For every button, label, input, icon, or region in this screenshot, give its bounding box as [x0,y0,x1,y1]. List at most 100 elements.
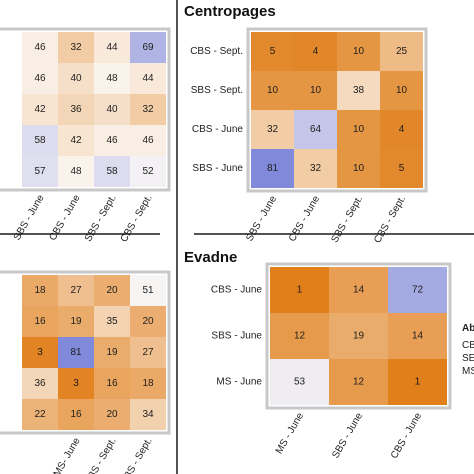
cell-value-label: 16 [34,316,46,327]
heatmap-cell [94,306,130,337]
heatmap-cell [380,71,423,110]
cell-value-label: 10 [353,163,365,174]
column-label: SBS - Sept. [83,193,119,244]
heatmap-cell [58,337,94,368]
cell-value-label: 19 [353,331,365,342]
heatmap-cell [294,149,337,188]
cell-value-label: 19 [106,347,118,358]
heatmap-cell [270,267,329,313]
heatmap-cell [58,94,94,125]
cell-value-label: 14 [412,331,424,342]
heatmap-cell [94,125,130,156]
heatmap-cell [270,359,329,405]
heatmap-frame [0,27,171,192]
heatmap-cell [270,313,329,359]
heatmap-frame [246,27,428,193]
heatmap-cell [130,306,166,337]
heatmap-cell [58,125,94,156]
cell-value-label: 64 [310,124,322,135]
row-label: SBS - June [211,331,262,342]
cell-value-label: 25 [396,46,408,57]
column-label: CBS - June [389,411,424,461]
heatmap-cell [94,337,130,368]
cell-value-label: 1 [297,285,303,296]
heatmap-cell [22,125,58,156]
heatmap-cell [130,399,166,430]
heatmap-cell [22,94,58,125]
cell-value-label: 40 [70,73,82,84]
heatmap-cell [22,275,58,306]
heatmap-cell [329,313,388,359]
row-label: CBS - June [192,124,244,135]
column-label: CBS - Sept. [372,194,408,245]
cell-value-label: 10 [310,85,322,96]
cell-value-label: 18 [34,285,46,296]
heatmap-panel-1: 46 32 44 69 46 40 48 44 42 36 40 32 58 42 46 46 57 48 58 52… [0,27,171,244]
evadne-title: Evadne [184,249,237,266]
column-label: CBS - Sept. [119,193,155,244]
abbreviations-legend: Ab CB SE MS [462,323,474,377]
column-label: MS - June [274,411,307,456]
column-label: SBS - Sept. [329,194,365,245]
heatmap-cell [22,32,58,63]
heatmap-cell [58,32,94,63]
cell-value-label: 20 [106,285,118,296]
heatmap-cell [130,156,166,187]
cell-value-label: 16 [106,378,118,389]
cell-value-label: 32 [142,104,154,115]
cell-value-label: 10 [396,85,408,96]
abbreviations-heading: Ab [462,323,474,334]
heatmap-cell [388,359,447,405]
cell-value-label: 5 [399,163,405,174]
column-label: MS- June [52,436,83,474]
heatmap-cell [251,32,294,71]
heatmap-cell [329,359,388,405]
cell-value-label: 72 [412,285,424,296]
cell-value-label: 51 [142,285,154,296]
row-label: SBS - June [192,163,243,174]
cell-value-label: 4 [399,124,405,135]
heatmap-cell [251,71,294,110]
cell-value-label: 42 [70,135,82,146]
cell-value-label: 10 [353,124,365,135]
heatmap-cell [388,267,447,313]
cell-value-label: 52 [142,166,154,177]
cell-value-label: 22 [34,409,46,420]
heatmap-cell [130,337,166,368]
row-label: CBS - Sept. [190,46,243,57]
heatmap-cell [130,63,166,94]
heatmap-cell [94,32,130,63]
heatmap-cell [251,149,294,188]
cell-value-label: 16 [70,409,82,420]
abbreviation-line-3: MS [462,366,474,377]
cell-value-label: 12 [353,377,365,388]
column-label: SBS - June [244,194,279,244]
centropages-title: Centropages [184,3,276,20]
heatmap-cell [58,399,94,430]
heatmap-cell [94,156,130,187]
cell-value-label: 81 [267,163,279,174]
heatmap-cell [337,71,380,110]
heatmap-cell [294,71,337,110]
cell-value-label: 32 [267,124,279,135]
cell-value-label: 44 [142,73,154,84]
heatmap-cell [380,149,423,188]
heatmap-cell [58,275,94,306]
cell-value-label: 18 [142,378,154,389]
cell-value-label: 10 [267,85,279,96]
column-label: SBS - June [12,193,47,243]
cell-value-label: 38 [353,85,365,96]
heatmap-cell [130,125,166,156]
cell-value-label: 46 [34,42,46,53]
cell-value-label: 53 [294,377,306,388]
heatmap-frame [265,262,452,410]
cell-value-label: 34 [142,409,154,420]
cell-value-label: 4 [313,46,319,57]
heatmap-cell [337,149,380,188]
heatmap-cell [130,32,166,63]
column-label: CBS - Sept. [119,436,155,474]
heatmap-panel-4: 1 14 72 12 19 14 53 12 1 CBS - June SBS - June MS -… [211,262,452,461]
